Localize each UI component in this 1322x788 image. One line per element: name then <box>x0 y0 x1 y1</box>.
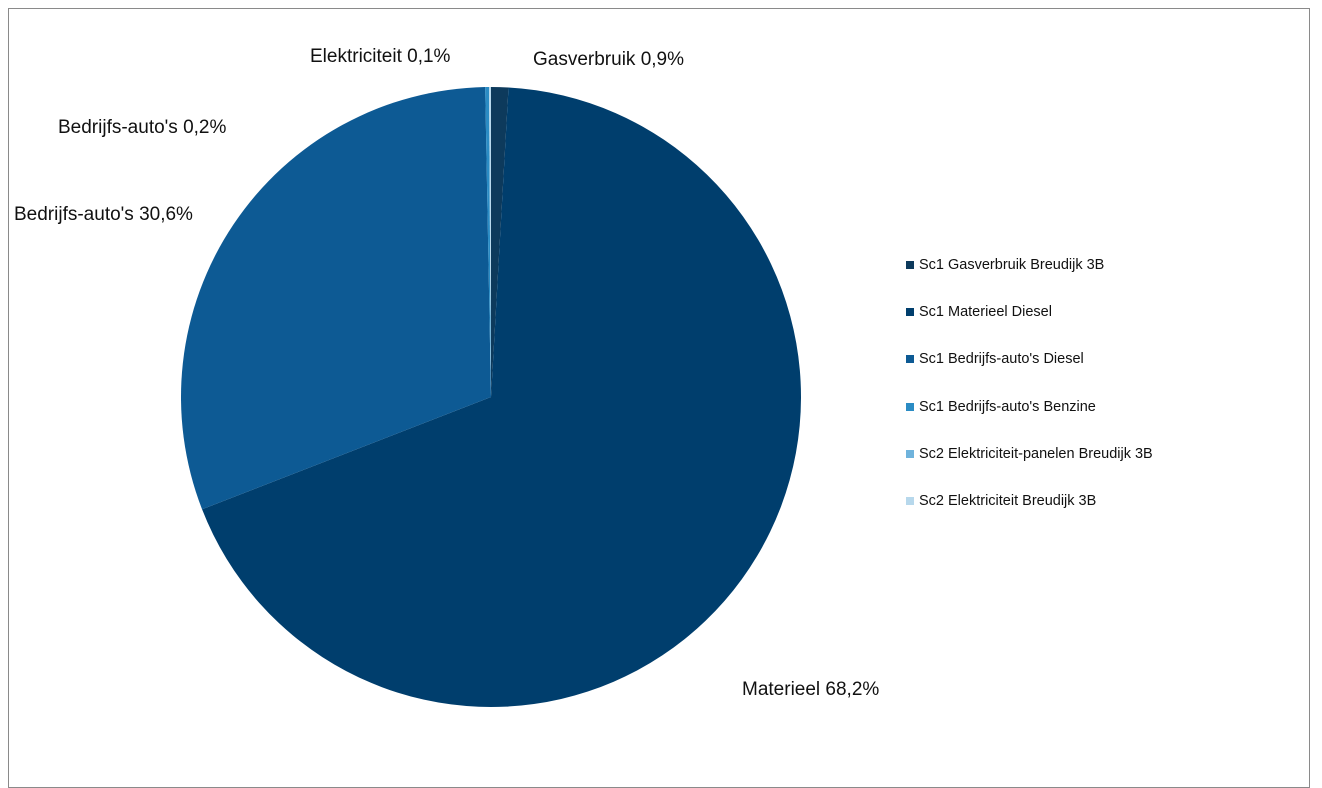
data-label-2: Materieel 68,2% <box>742 679 879 700</box>
legend-label: Sc2 Elektriciteit Breudijk 3B <box>919 493 1097 510</box>
pie-slice-1 <box>491 87 509 397</box>
legend-swatch <box>906 355 914 364</box>
legend-item-4: Sc1 Bedrijfs-auto's Benzine <box>906 394 1306 419</box>
pie-slice-3 <box>181 87 491 510</box>
legend-swatch <box>906 260 914 269</box>
pie-slice-6 <box>489 87 491 397</box>
legend-swatch <box>906 497 914 506</box>
legend-swatch <box>906 450 914 459</box>
legend-item-1: Sc1 Gasverbruik Breudijk 3B <box>906 252 1306 277</box>
legend-item-3: Sc1 Bedrijfs-auto's Diesel <box>906 347 1306 372</box>
data-label-3: Bedrijfs-auto's 30,6% <box>14 204 193 225</box>
legend: Sc1 Gasverbruik Breudijk 3B Sc1 Materieel… <box>906 252 1306 536</box>
data-label-6: Elektriciteit 0,1% <box>310 46 451 67</box>
legend-label: Sc1 Gasverbruik Breudijk 3B <box>919 256 1105 273</box>
legend-label: Sc2 Elektriciteit-panelen Breudijk 3B <box>919 446 1153 463</box>
legend-swatch <box>906 307 914 316</box>
pie-slice-4 <box>485 87 491 398</box>
legend-item-6: Sc2 Elektriciteit Breudijk 3B <box>906 489 1306 514</box>
legend-label: Sc1 Bedrijfs-auto's Diesel <box>919 351 1084 368</box>
legend-swatch <box>906 402 914 411</box>
pie-slice-2 <box>202 87 801 707</box>
data-label-1: Gasverbruik 0,9% <box>533 49 684 70</box>
legend-label: Sc1 Bedrijfs-auto's Benzine <box>919 398 1096 415</box>
data-label-4: Bedrijfs-auto's 0,2% <box>58 117 226 138</box>
legend-label: Sc1 Materieel Diesel <box>919 303 1052 320</box>
legend-item-2: Sc1 Materieel Diesel <box>906 299 1306 324</box>
legend-item-5: Sc2 Elektriciteit-panelen Breudijk 3B <box>906 442 1306 467</box>
